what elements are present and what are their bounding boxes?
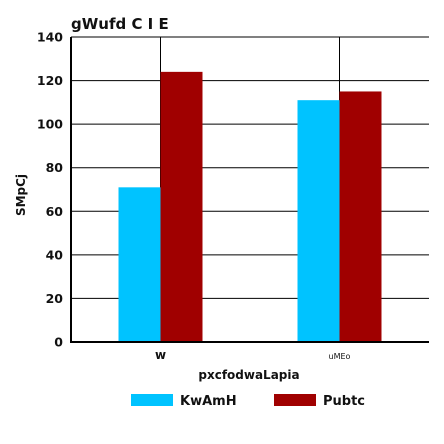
chart-title: gWufd C I E [71,15,169,33]
legend: KwAmH Pubtc [131,394,365,409]
y-tick-label: 120 [37,73,63,88]
y-tick-label: 40 [46,247,64,262]
bar [160,71,203,342]
bar [297,100,340,342]
bar [118,187,161,342]
y-axis-label: SMpCj [14,174,28,216]
legend-swatch [131,394,173,406]
legend-swatch [274,394,316,406]
y-tick-label: 60 [46,204,64,219]
x-tick-label: w [155,348,166,362]
y-tick-label: 100 [37,117,63,132]
bars [118,71,382,342]
bar [339,91,382,342]
x-tick-label: uMEo [329,352,351,361]
y-tick-label: 20 [46,291,64,306]
legend-label: KwAmH [180,394,237,409]
y-tick-label: 140 [37,30,63,45]
y-tick-labels: 0 20 40 60 80 100 120 140 [37,30,63,350]
y-tick-label: 80 [46,160,64,175]
y-tick-label: 0 [54,335,63,350]
x-tick-labels: w uMEo [155,348,351,362]
x-axis-label: pxcfodwaLapia [198,368,299,382]
legend-label: Pubtc [323,394,365,409]
axes [70,37,429,343]
